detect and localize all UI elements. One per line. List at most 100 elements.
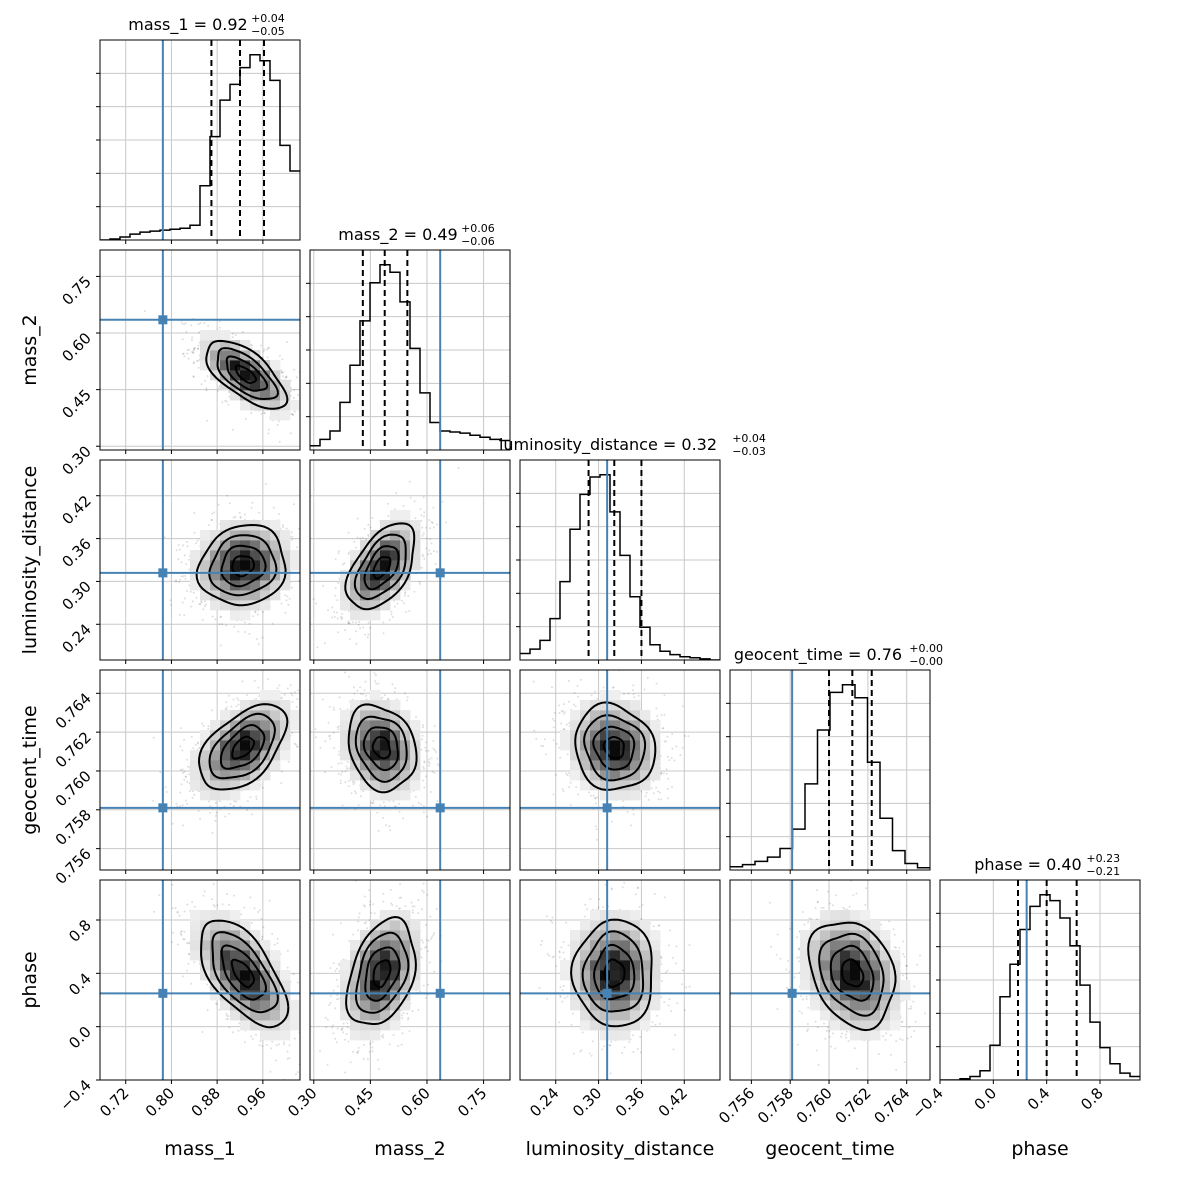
sample-point bbox=[237, 699, 240, 702]
truth-marker bbox=[158, 568, 168, 578]
sample-point bbox=[263, 348, 266, 351]
sample-point bbox=[186, 803, 189, 805]
sample-point bbox=[387, 697, 390, 700]
density-cell bbox=[390, 770, 401, 781]
sample-point bbox=[333, 611, 336, 613]
sample-point bbox=[359, 537, 362, 540]
sample-point bbox=[371, 516, 374, 519]
sample-point bbox=[402, 505, 405, 507]
sample-point bbox=[183, 355, 186, 358]
sample-point bbox=[187, 765, 189, 768]
sample-point bbox=[184, 775, 187, 778]
sample-point bbox=[398, 802, 400, 805]
sample-point bbox=[267, 347, 270, 349]
sample-point bbox=[192, 747, 195, 750]
sample-point bbox=[200, 600, 203, 603]
sample-point bbox=[382, 632, 385, 635]
density-cell bbox=[370, 730, 381, 741]
sample-point bbox=[183, 738, 186, 741]
density-cell bbox=[390, 520, 401, 531]
density-cell bbox=[240, 400, 251, 411]
density-cell bbox=[380, 600, 391, 611]
sample-point bbox=[230, 705, 233, 708]
sample-point bbox=[183, 597, 186, 600]
sample-point bbox=[180, 783, 183, 786]
density-cell bbox=[290, 560, 300, 571]
sample-point bbox=[211, 615, 214, 618]
sample-point bbox=[388, 618, 391, 621]
sample-point bbox=[202, 724, 205, 727]
sample-point bbox=[307, 669, 309, 671]
sample-point bbox=[404, 592, 406, 595]
sample-point bbox=[204, 605, 206, 608]
sample-point bbox=[296, 745, 298, 748]
sample-point bbox=[255, 795, 258, 798]
sample-point bbox=[414, 517, 417, 520]
sample-point bbox=[366, 636, 369, 639]
sample-point bbox=[347, 622, 350, 625]
density-cell bbox=[250, 590, 261, 601]
sample-point bbox=[330, 766, 333, 769]
sample-point bbox=[179, 745, 182, 748]
density-cell bbox=[240, 340, 251, 351]
sample-point bbox=[291, 701, 294, 703]
density-cell bbox=[290, 550, 300, 561]
sample-point bbox=[418, 581, 421, 584]
sample-point bbox=[256, 613, 259, 616]
sample-point bbox=[227, 403, 230, 406]
density-cell bbox=[260, 690, 271, 701]
density-cell bbox=[360, 550, 371, 561]
sample-point bbox=[359, 686, 362, 689]
density-cell bbox=[350, 550, 361, 561]
contour-1 bbox=[371, 736, 392, 760]
density-cell bbox=[410, 520, 421, 531]
density-cell bbox=[350, 610, 361, 621]
panel-mass_1-vs-mass_2 bbox=[100, 250, 300, 450]
density-cell bbox=[370, 710, 381, 721]
density-cell bbox=[370, 780, 381, 791]
sample-point bbox=[296, 697, 299, 700]
sample-point bbox=[402, 817, 404, 820]
sample-point bbox=[347, 531, 350, 534]
sample-point bbox=[198, 747, 201, 749]
sample-point bbox=[211, 832, 214, 834]
sample-point bbox=[394, 687, 397, 690]
sample-point bbox=[179, 805, 182, 808]
sample-point bbox=[197, 359, 200, 362]
density-cell bbox=[370, 790, 381, 801]
sample-point bbox=[193, 793, 196, 796]
sample-point bbox=[362, 626, 365, 629]
contour-3 bbox=[353, 533, 407, 601]
sample-point bbox=[383, 694, 386, 697]
density-cell bbox=[260, 550, 271, 561]
sample-point bbox=[207, 727, 210, 730]
density-cell bbox=[230, 540, 241, 551]
sample-point bbox=[381, 696, 384, 699]
sample-point bbox=[205, 387, 208, 390]
sample-point bbox=[367, 621, 370, 624]
sample-point bbox=[189, 590, 192, 593]
sample-point bbox=[195, 596, 198, 599]
sample-point bbox=[413, 500, 416, 503]
sample-point bbox=[290, 586, 293, 589]
sample-point bbox=[231, 336, 234, 339]
sample-point bbox=[336, 726, 339, 729]
density-cell bbox=[390, 790, 401, 801]
density-cell bbox=[370, 600, 381, 611]
sample-point bbox=[191, 790, 194, 793]
sample-point bbox=[290, 531, 293, 534]
density-cell bbox=[200, 570, 211, 581]
sample-point bbox=[190, 324, 193, 327]
sample-point bbox=[211, 512, 214, 515]
sample-point bbox=[332, 731, 335, 734]
density-cell bbox=[220, 360, 231, 371]
sample-point bbox=[182, 575, 185, 578]
sample-point bbox=[181, 749, 184, 752]
sample-point bbox=[375, 682, 378, 685]
sample-point bbox=[367, 535, 370, 538]
density-cell bbox=[250, 580, 261, 591]
sample-point bbox=[254, 610, 257, 613]
sample-point bbox=[359, 627, 362, 630]
density-cell bbox=[220, 350, 231, 361]
